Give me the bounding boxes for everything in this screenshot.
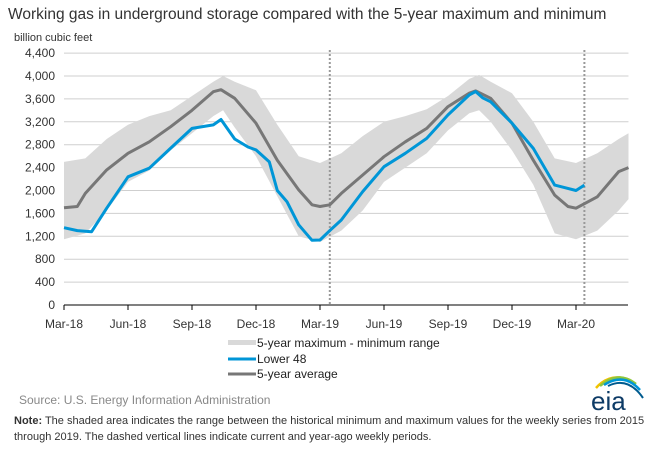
current-week-lines: [328, 50, 586, 305]
x-tick-label: Mar-18: [45, 317, 83, 331]
legend: 5-year maximum - minimum range Lower 48 …: [228, 336, 440, 381]
y-tick-label: 800: [35, 252, 55, 266]
note-text-1: The shaded area indicates the range betw…: [42, 415, 644, 427]
lower48-line: [63, 90, 586, 242]
legend-label-lower48: Lower 48: [257, 352, 307, 366]
note-line-1: Note: The shaded area indicates the rang…: [14, 415, 644, 427]
y-tick-labels: 0 400 800 1,200 1,600 2,000 2,400 2,800 3,200 3,6…: [25, 46, 55, 312]
y-tick-label: 3,200: [25, 115, 55, 129]
chart-title: Working gas in underground storage compa…: [8, 6, 606, 23]
x-tick-label: Mar-20: [557, 317, 595, 331]
y-tick-label: 2,400: [25, 161, 55, 175]
legend-label-range: 5-year maximum - minimum range: [257, 336, 440, 350]
note-label: Note:: [14, 415, 42, 427]
five-year-average-line: [63, 88, 630, 210]
legend-label-5yr-avg: 5-year average: [257, 367, 338, 381]
max-min-range-band: [64, 74, 629, 243]
y-tick-label: 3,600: [25, 92, 55, 106]
y-tick-label: 4,400: [25, 46, 55, 60]
source-text: Source: U.S. Energy Information Administ…: [19, 393, 270, 407]
y-tick-label: 400: [35, 275, 55, 289]
y-tick-label: 0: [48, 298, 55, 312]
y-tick-label: 1,600: [25, 206, 55, 220]
x-tick-label: Mar-19: [301, 317, 339, 331]
x-tick-labels: Mar-18 Jun-18 Sep-18 Dec-18 Mar-19 Jun-19 Sep-…: [45, 305, 595, 331]
y-tick-label: 1,200: [25, 229, 55, 243]
note-line-2: through 2019. The dashed vertical lines …: [14, 431, 431, 443]
x-tick-label: Dec-18: [237, 317, 276, 331]
y-tick-label: 2,000: [25, 184, 55, 198]
eia-logo: eia: [591, 376, 644, 416]
legend-swatch-range: [228, 340, 256, 345]
eia-logo-text: eia: [591, 386, 626, 416]
y-tick-label: 2,800: [25, 138, 55, 152]
series-lines: [63, 88, 630, 242]
y-axis-label: billion cubic feet: [14, 32, 92, 44]
x-tick-label: Dec-19: [493, 317, 532, 331]
x-tick-label: Sep-19: [429, 317, 468, 331]
y-tick-label: 4,000: [25, 69, 55, 83]
x-tick-label: Sep-18: [173, 317, 212, 331]
x-tick-label: Jun-18: [110, 317, 147, 331]
x-tick-label: Jun-19: [366, 317, 403, 331]
